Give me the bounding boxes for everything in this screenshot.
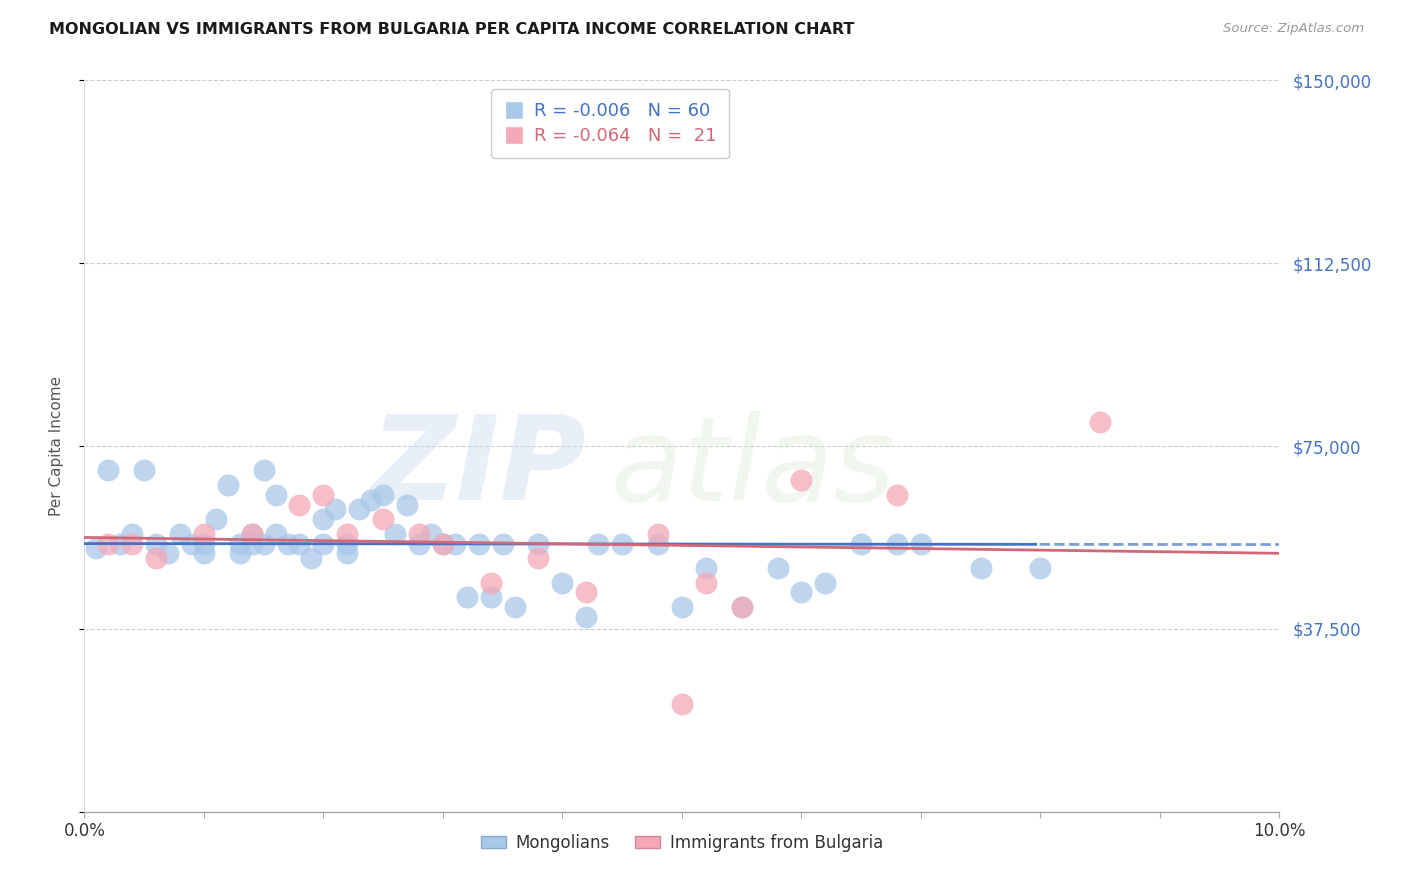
Point bbox=[253, 536, 276, 550]
Point bbox=[886, 488, 908, 502]
Point bbox=[695, 575, 717, 590]
Point bbox=[444, 536, 467, 550]
Point bbox=[970, 561, 993, 575]
Point bbox=[336, 526, 359, 541]
Point bbox=[790, 473, 813, 487]
Point bbox=[97, 463, 120, 477]
Point bbox=[145, 551, 167, 566]
Point bbox=[228, 546, 252, 560]
Point bbox=[468, 536, 491, 550]
Point bbox=[288, 536, 311, 550]
Point bbox=[432, 536, 454, 550]
Point bbox=[121, 536, 143, 550]
Legend: Mongolians, Immigrants from Bulgaria: Mongolians, Immigrants from Bulgaria bbox=[474, 827, 890, 858]
Text: atlas: atlas bbox=[610, 411, 896, 525]
Point bbox=[588, 536, 610, 550]
Point bbox=[492, 536, 515, 550]
Point bbox=[408, 526, 430, 541]
Point bbox=[910, 536, 932, 550]
Point bbox=[420, 526, 443, 541]
Point bbox=[157, 546, 180, 560]
Point bbox=[217, 478, 239, 492]
Point bbox=[671, 599, 693, 614]
Point bbox=[145, 536, 167, 550]
Point bbox=[228, 536, 252, 550]
Point bbox=[336, 546, 359, 560]
Point bbox=[97, 536, 120, 550]
Text: MONGOLIAN VS IMMIGRANTS FROM BULGARIA PER CAPITA INCOME CORRELATION CHART: MONGOLIAN VS IMMIGRANTS FROM BULGARIA PE… bbox=[49, 22, 855, 37]
Point bbox=[503, 599, 526, 614]
Point bbox=[384, 526, 406, 541]
Point bbox=[408, 536, 430, 550]
Point bbox=[336, 536, 359, 550]
Point bbox=[575, 609, 598, 624]
Point bbox=[695, 561, 717, 575]
Point bbox=[814, 575, 837, 590]
Point bbox=[288, 498, 311, 512]
Point bbox=[647, 536, 669, 550]
Y-axis label: Per Capita Income: Per Capita Income bbox=[49, 376, 63, 516]
Point bbox=[527, 551, 550, 566]
Point bbox=[373, 512, 395, 526]
Point bbox=[373, 488, 395, 502]
Point bbox=[312, 512, 335, 526]
Point bbox=[110, 536, 132, 550]
Point bbox=[479, 590, 502, 604]
Point bbox=[86, 541, 108, 556]
Point bbox=[264, 526, 287, 541]
Point bbox=[766, 561, 789, 575]
Point bbox=[851, 536, 873, 550]
Point bbox=[205, 512, 228, 526]
Text: Source: ZipAtlas.com: Source: ZipAtlas.com bbox=[1223, 22, 1364, 36]
Point bbox=[527, 536, 550, 550]
Point bbox=[647, 526, 669, 541]
Point bbox=[240, 526, 263, 541]
Point bbox=[731, 599, 754, 614]
Point bbox=[301, 551, 323, 566]
Point bbox=[575, 585, 598, 599]
Point bbox=[240, 526, 263, 541]
Point bbox=[1090, 415, 1112, 429]
Point bbox=[396, 498, 419, 512]
Point bbox=[193, 526, 215, 541]
Point bbox=[456, 590, 478, 604]
Point bbox=[1029, 561, 1052, 575]
Point bbox=[731, 599, 754, 614]
Point bbox=[193, 546, 215, 560]
Point bbox=[253, 463, 276, 477]
Text: ZIP: ZIP bbox=[370, 410, 586, 525]
Point bbox=[121, 526, 143, 541]
Point bbox=[193, 536, 215, 550]
Point bbox=[312, 488, 335, 502]
Point bbox=[349, 502, 371, 516]
Point bbox=[312, 536, 335, 550]
Point bbox=[671, 698, 693, 712]
Point bbox=[181, 536, 204, 550]
Point bbox=[612, 536, 634, 550]
Point bbox=[886, 536, 908, 550]
Point bbox=[551, 575, 574, 590]
Point bbox=[325, 502, 347, 516]
Point bbox=[790, 585, 813, 599]
Point bbox=[132, 463, 156, 477]
Point bbox=[360, 492, 382, 507]
Point bbox=[264, 488, 287, 502]
Point bbox=[479, 575, 502, 590]
Point bbox=[169, 526, 191, 541]
Point bbox=[277, 536, 299, 550]
Point bbox=[240, 536, 263, 550]
Point bbox=[432, 536, 454, 550]
